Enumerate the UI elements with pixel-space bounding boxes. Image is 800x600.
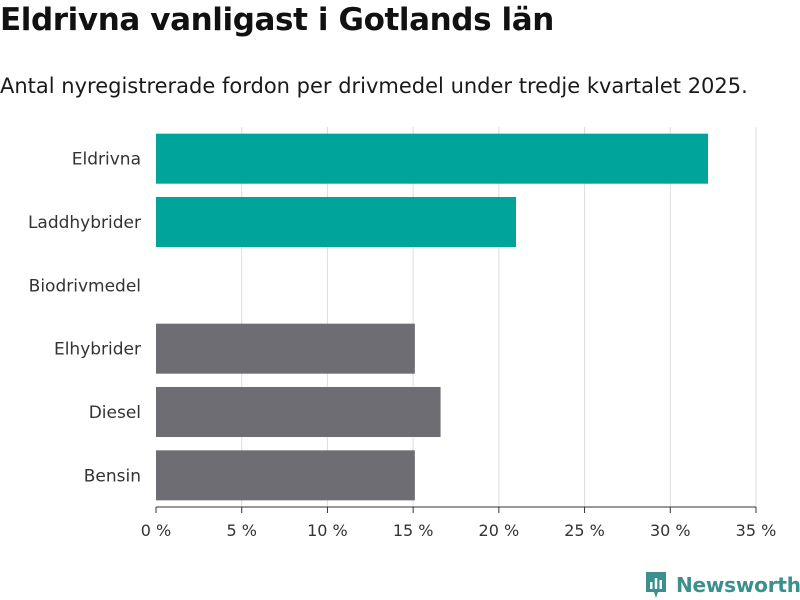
x-tick-label: 15 % [393,521,434,540]
bar-elhybrider [156,323,415,374]
grid-lines [241,127,757,507]
x-tick-label: 35 % [736,521,777,540]
category-label: Biodrivmedel [29,276,141,296]
bar-diesel [156,386,441,438]
bar-chart: 0 % 5 % 10 % 15 % 20 % 25 % 30 % 35 % Eldrivna L… [28,127,777,540]
bar-eldrivna [156,133,708,184]
category-label: Laddhybrider [28,213,141,233]
x-axis: 0 % 5 % 10 % 15 % 20 % 25 % 30 % 35 % [141,506,777,540]
x-tick-label: 25 % [564,521,605,540]
x-tick-label: 10 % [307,521,348,540]
bar-bensin [156,450,415,501]
category-labels: Eldrivna Laddhybrider Biodrivmedel Elhybrid… [28,150,141,487]
category-label: Eldrivna [72,150,141,170]
x-tick-label: 0 % [141,521,171,540]
category-label: Elhybrider [54,340,141,360]
category-label: Diesel [89,403,141,423]
category-label: Bensin [84,466,141,486]
x-tick-label: 30 % [650,521,691,540]
chart-subtitle: Antal nyregistrerade fordon per drivmede… [0,74,748,98]
x-tick-label: 20 % [479,521,520,540]
newsworthy-logo-text: Newsworthy [676,573,800,597]
x-tick-label: 5 % [226,521,256,540]
chart-title: Eldrivna vanligast i Gotlands län [0,2,554,38]
bars [156,133,708,501]
newsworthy-logo: Newsworthy [644,570,800,600]
newsworthy-logo-icon [646,572,666,598]
bar-laddhybrider [156,196,516,248]
